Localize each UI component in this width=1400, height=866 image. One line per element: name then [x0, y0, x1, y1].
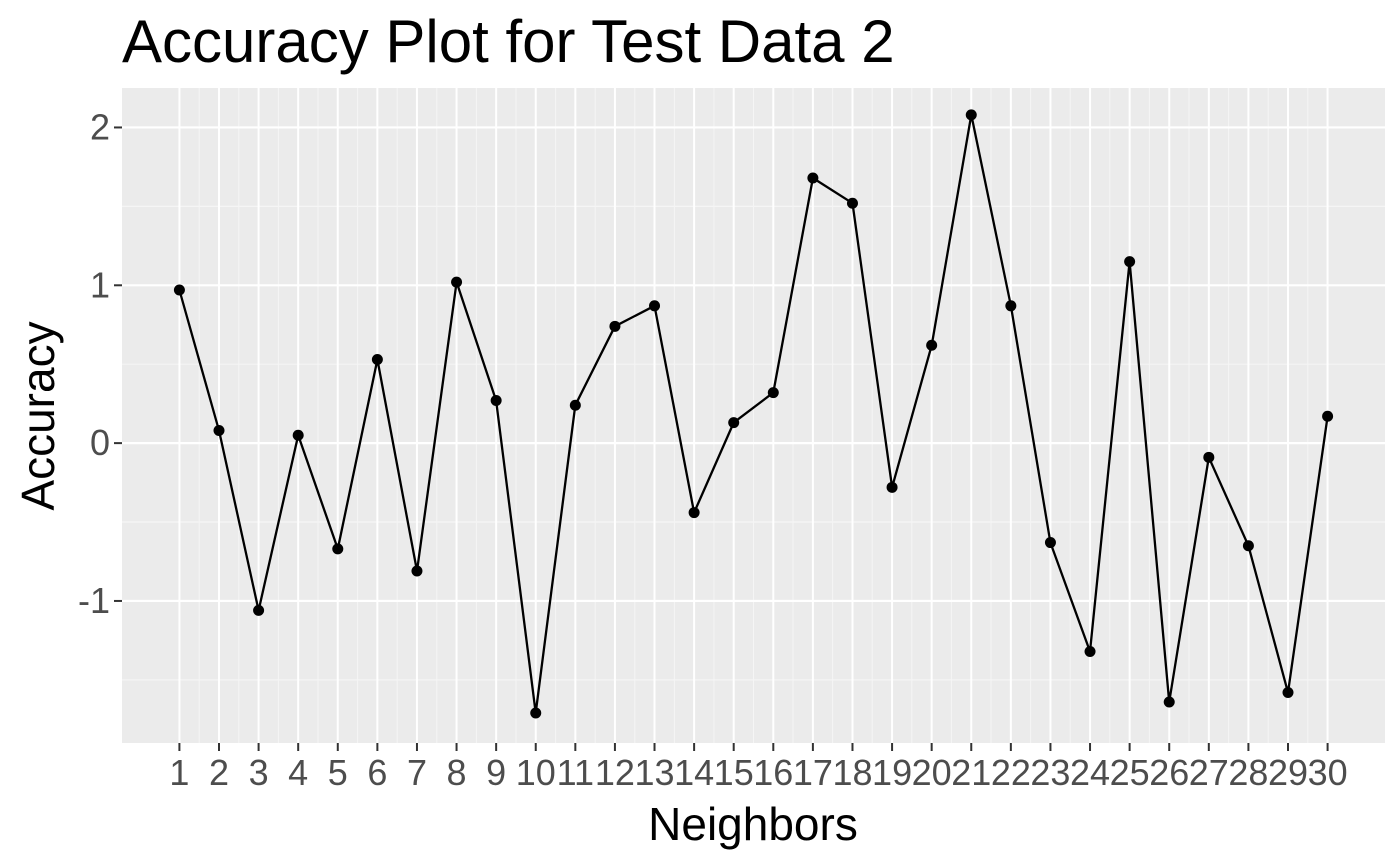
x-tick-label: 28 — [1228, 752, 1268, 793]
data-point — [1124, 256, 1136, 268]
x-tick-label: 25 — [1110, 752, 1150, 793]
data-point — [411, 565, 423, 577]
y-tick-label: 1 — [90, 264, 110, 305]
y-tick-label: -1 — [78, 580, 110, 621]
data-point — [213, 424, 225, 436]
x-tick-label: 18 — [832, 752, 872, 793]
x-tick-label: 30 — [1308, 752, 1348, 793]
x-tick-label: 29 — [1268, 752, 1308, 793]
data-point — [609, 320, 621, 332]
x-axis: 1 2 3 4 5 6 7 8 9 10 11 12 13 14 15 16 17 18 19 20 21 22 23 24 2… — [169, 743, 1348, 793]
x-tick-label: 12 — [595, 752, 635, 793]
x-tick-label: 13 — [634, 752, 674, 793]
x-tick-label: 15 — [714, 752, 754, 793]
data-point — [1203, 451, 1215, 463]
x-tick-label: 6 — [367, 752, 387, 793]
data-point — [253, 604, 265, 616]
x-tick-label: 14 — [674, 752, 714, 793]
data-point — [490, 395, 502, 407]
x-tick-label: 8 — [447, 752, 467, 793]
data-point — [1242, 540, 1254, 552]
minor-grid — [122, 88, 1385, 743]
x-tick-label: 4 — [288, 752, 308, 793]
x-tick-label: 21 — [951, 752, 991, 793]
data-point — [292, 429, 304, 441]
data-point — [451, 276, 463, 288]
data-point — [649, 300, 661, 312]
y-axis-title: Accuracy — [12, 321, 64, 510]
series-line — [178, 113, 1329, 715]
data-point — [371, 353, 383, 365]
y-axis: -1 0 1 2 — [78, 106, 122, 621]
series-accuracy — [173, 109, 1334, 719]
x-tick-label: 26 — [1149, 752, 1189, 793]
data-point — [807, 172, 819, 184]
x-tick-label: 7 — [407, 752, 427, 793]
data-point — [173, 284, 185, 296]
x-tick-label: 5 — [328, 752, 348, 793]
x-tick-label: 20 — [912, 752, 952, 793]
data-point — [926, 339, 938, 351]
x-tick-label: 11 — [557, 752, 594, 793]
data-point — [1282, 686, 1294, 698]
x-tick-label: 3 — [249, 752, 269, 793]
data-point — [688, 507, 700, 519]
data-point — [965, 109, 977, 121]
data-point — [1084, 645, 1096, 657]
data-point — [530, 707, 542, 719]
data-point — [728, 417, 740, 429]
data-point — [886, 481, 898, 493]
data-point — [1005, 300, 1017, 312]
x-tick-label: 1 — [169, 752, 189, 793]
x-tick-label: 10 — [516, 752, 556, 793]
x-tick-label: 23 — [1030, 752, 1070, 793]
x-axis-title: Neighbors — [648, 798, 858, 850]
x-tick-label: 16 — [753, 752, 793, 793]
chart-title: Accuracy Plot for Test Data 2 — [122, 8, 895, 75]
y-tick-label: 2 — [90, 106, 110, 147]
data-point — [1163, 696, 1175, 708]
data-point — [332, 543, 344, 555]
x-tick-label: 9 — [486, 752, 506, 793]
x-tick-label: 17 — [793, 752, 833, 793]
x-tick-label: 22 — [991, 752, 1031, 793]
data-point — [846, 197, 858, 209]
data-point — [767, 387, 779, 399]
data-point — [1044, 537, 1056, 549]
x-tick-label: 19 — [872, 752, 912, 793]
x-tick-label: 27 — [1189, 752, 1229, 793]
major-grid — [122, 88, 1385, 743]
x-tick-label: 2 — [209, 752, 229, 793]
x-tick-label: 24 — [1070, 752, 1110, 793]
data-point — [569, 399, 581, 411]
y-tick-label: 0 — [90, 422, 110, 463]
data-point — [1322, 410, 1334, 422]
